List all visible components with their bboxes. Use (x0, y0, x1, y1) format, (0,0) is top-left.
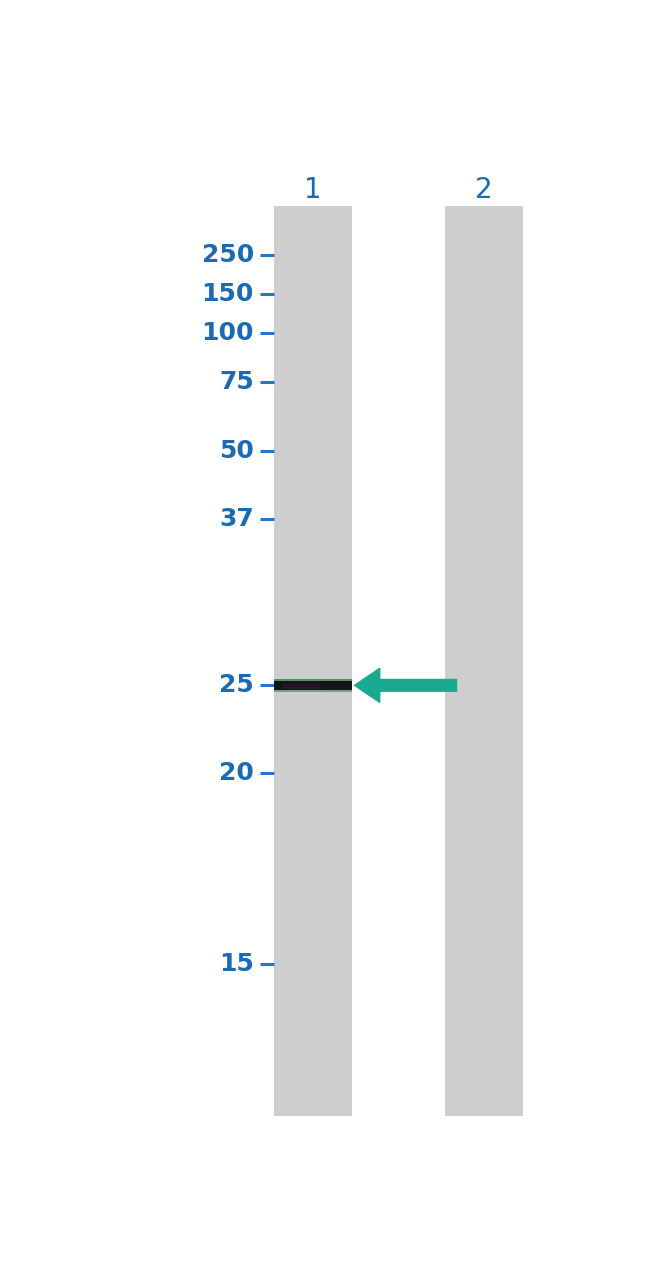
Bar (274, 206, 352, 1115)
Text: 100: 100 (202, 321, 254, 345)
Text: 1: 1 (304, 175, 322, 203)
Bar (274, 690, 352, 692)
Text: 25: 25 (219, 673, 254, 697)
Text: 75: 75 (219, 371, 254, 394)
Bar (274, 681, 352, 690)
Text: 15: 15 (219, 952, 254, 977)
Bar (274, 679, 352, 681)
FancyArrow shape (354, 668, 456, 702)
Text: 20: 20 (219, 762, 254, 785)
Text: 37: 37 (219, 507, 254, 531)
Text: 250: 250 (202, 243, 254, 267)
Text: 50: 50 (219, 438, 254, 462)
Text: 150: 150 (202, 282, 254, 306)
Text: 2: 2 (475, 175, 493, 203)
Bar (281, 685, 321, 688)
Bar (445, 206, 523, 1115)
